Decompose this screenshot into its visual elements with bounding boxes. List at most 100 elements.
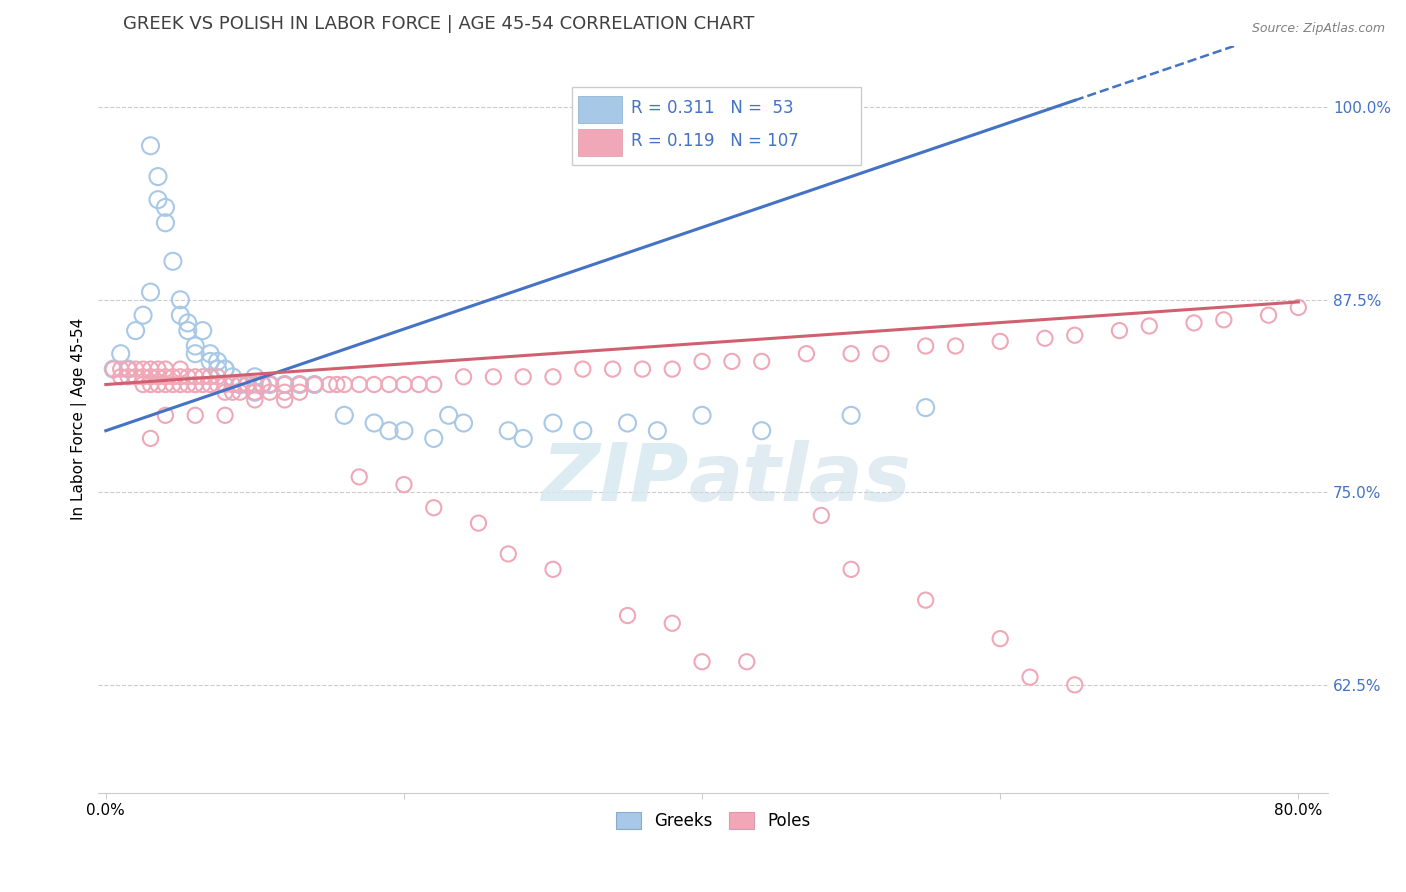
Poles xyxy=(422,500,444,515)
Poles xyxy=(408,377,430,392)
Greeks xyxy=(184,339,207,353)
Poles xyxy=(132,369,155,384)
Poles xyxy=(1108,324,1130,338)
Poles xyxy=(214,409,236,423)
Greeks xyxy=(616,416,638,430)
Poles xyxy=(914,339,936,353)
Poles xyxy=(117,369,139,384)
Poles xyxy=(363,377,385,392)
Greeks xyxy=(422,431,444,445)
Poles xyxy=(162,369,184,384)
Greeks xyxy=(259,377,281,392)
Poles xyxy=(810,508,832,523)
Poles xyxy=(1212,313,1234,327)
Poles xyxy=(273,392,295,407)
Greeks xyxy=(155,200,177,214)
Greeks xyxy=(751,424,773,438)
Poles xyxy=(221,377,243,392)
Poles xyxy=(139,362,162,376)
Poles xyxy=(1257,308,1279,322)
Greeks xyxy=(392,424,415,438)
Greeks xyxy=(169,308,191,322)
Greeks xyxy=(184,347,207,361)
Poles xyxy=(631,362,654,376)
Poles xyxy=(347,377,370,392)
Greeks xyxy=(839,409,862,423)
Poles xyxy=(124,369,146,384)
Poles xyxy=(333,377,356,392)
Greeks xyxy=(207,362,229,376)
Greeks xyxy=(191,324,214,338)
Poles xyxy=(198,369,221,384)
Greeks xyxy=(198,347,221,361)
Poles xyxy=(467,516,489,530)
Greeks xyxy=(229,377,252,392)
Poles xyxy=(661,616,683,631)
Poles xyxy=(146,369,169,384)
Poles xyxy=(273,377,295,392)
Legend: Greeks, Poles: Greeks, Poles xyxy=(609,805,817,837)
Poles xyxy=(117,362,139,376)
Greeks xyxy=(647,424,669,438)
Poles xyxy=(498,547,520,561)
Poles xyxy=(207,369,229,384)
Poles xyxy=(392,477,415,491)
Poles xyxy=(155,409,177,423)
Poles xyxy=(512,369,534,384)
Poles xyxy=(229,377,252,392)
Poles xyxy=(541,369,564,384)
Poles xyxy=(735,655,758,669)
Poles xyxy=(184,377,207,392)
Poles xyxy=(914,593,936,607)
Greeks xyxy=(214,362,236,376)
Poles xyxy=(169,377,191,392)
Poles xyxy=(1063,328,1085,343)
Poles xyxy=(1033,331,1056,345)
Poles xyxy=(236,377,259,392)
Poles xyxy=(214,385,236,400)
Poles xyxy=(721,354,744,368)
Poles xyxy=(347,470,370,484)
Poles xyxy=(243,385,266,400)
Greeks xyxy=(177,316,200,330)
Poles xyxy=(378,377,401,392)
Poles xyxy=(110,369,132,384)
Poles xyxy=(1063,678,1085,692)
Poles xyxy=(132,377,155,392)
Poles xyxy=(690,354,713,368)
Poles xyxy=(191,377,214,392)
Poles xyxy=(198,377,221,392)
Greeks xyxy=(437,409,460,423)
Y-axis label: In Labor Force | Age 45-54: In Labor Force | Age 45-54 xyxy=(72,318,87,520)
Poles xyxy=(155,362,177,376)
Poles xyxy=(839,562,862,576)
Poles xyxy=(453,369,475,384)
Poles xyxy=(273,385,295,400)
Poles xyxy=(988,334,1011,349)
Poles xyxy=(482,369,505,384)
Poles xyxy=(1182,316,1205,330)
Poles xyxy=(169,362,191,376)
Greeks xyxy=(252,377,274,392)
Greeks xyxy=(512,431,534,445)
Poles xyxy=(259,385,281,400)
Poles xyxy=(945,339,967,353)
Text: R = 0.311   N =  53: R = 0.311 N = 53 xyxy=(631,99,793,117)
Poles xyxy=(1137,318,1160,333)
Greeks xyxy=(378,424,401,438)
Greeks xyxy=(288,377,311,392)
Poles xyxy=(1019,670,1042,684)
Poles xyxy=(221,385,243,400)
Poles xyxy=(243,392,266,407)
Greeks xyxy=(333,409,356,423)
Poles xyxy=(169,369,191,384)
Greeks xyxy=(453,416,475,430)
Greeks xyxy=(146,193,169,207)
Poles xyxy=(243,377,266,392)
Poles xyxy=(602,362,624,376)
Greeks xyxy=(304,377,326,392)
Poles xyxy=(155,377,177,392)
Poles xyxy=(132,362,155,376)
Greeks xyxy=(146,169,169,184)
Greeks xyxy=(243,385,266,400)
